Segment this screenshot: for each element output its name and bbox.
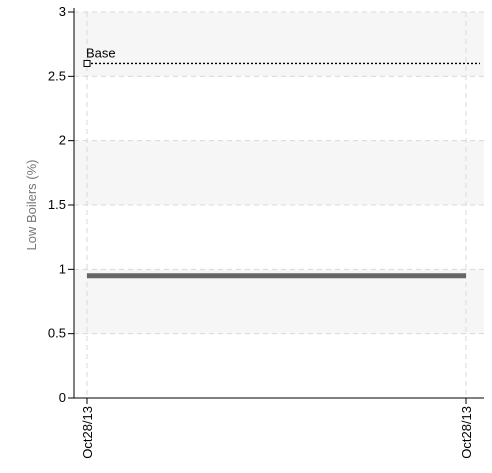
grid-band	[74, 12, 484, 77]
chart-axes	[73, 8, 484, 399]
y-tick-label: 0.5	[48, 326, 66, 341]
chart-grid	[74, 11, 484, 398]
grid-band	[74, 140, 484, 205]
y-tick-label: 1	[59, 261, 66, 276]
y-tick-label: 3	[59, 4, 66, 19]
y-axis-ticks: 0 0.5 1 1.5 2 2.5 3	[48, 4, 74, 405]
reference-line-label: Base	[86, 45, 116, 60]
x-axis-ticks: Oct28/13 Oct28/13	[80, 398, 474, 459]
x-tick-label: Oct28/13	[459, 406, 474, 459]
y-axis-title: Low Boilers (%)	[24, 159, 39, 250]
y-tick-label: 0	[59, 390, 66, 405]
y-tick-label: 2	[59, 133, 66, 148]
y-tick-label: 2.5	[48, 68, 66, 83]
reference-line-marker	[83, 59, 91, 67]
y-tick-label: 1.5	[48, 197, 66, 212]
chart-background-bands	[74, 12, 484, 334]
grid-band	[74, 269, 484, 334]
reference-lines: Base	[83, 45, 480, 67]
x-tick-label: Oct28/13	[80, 406, 95, 459]
